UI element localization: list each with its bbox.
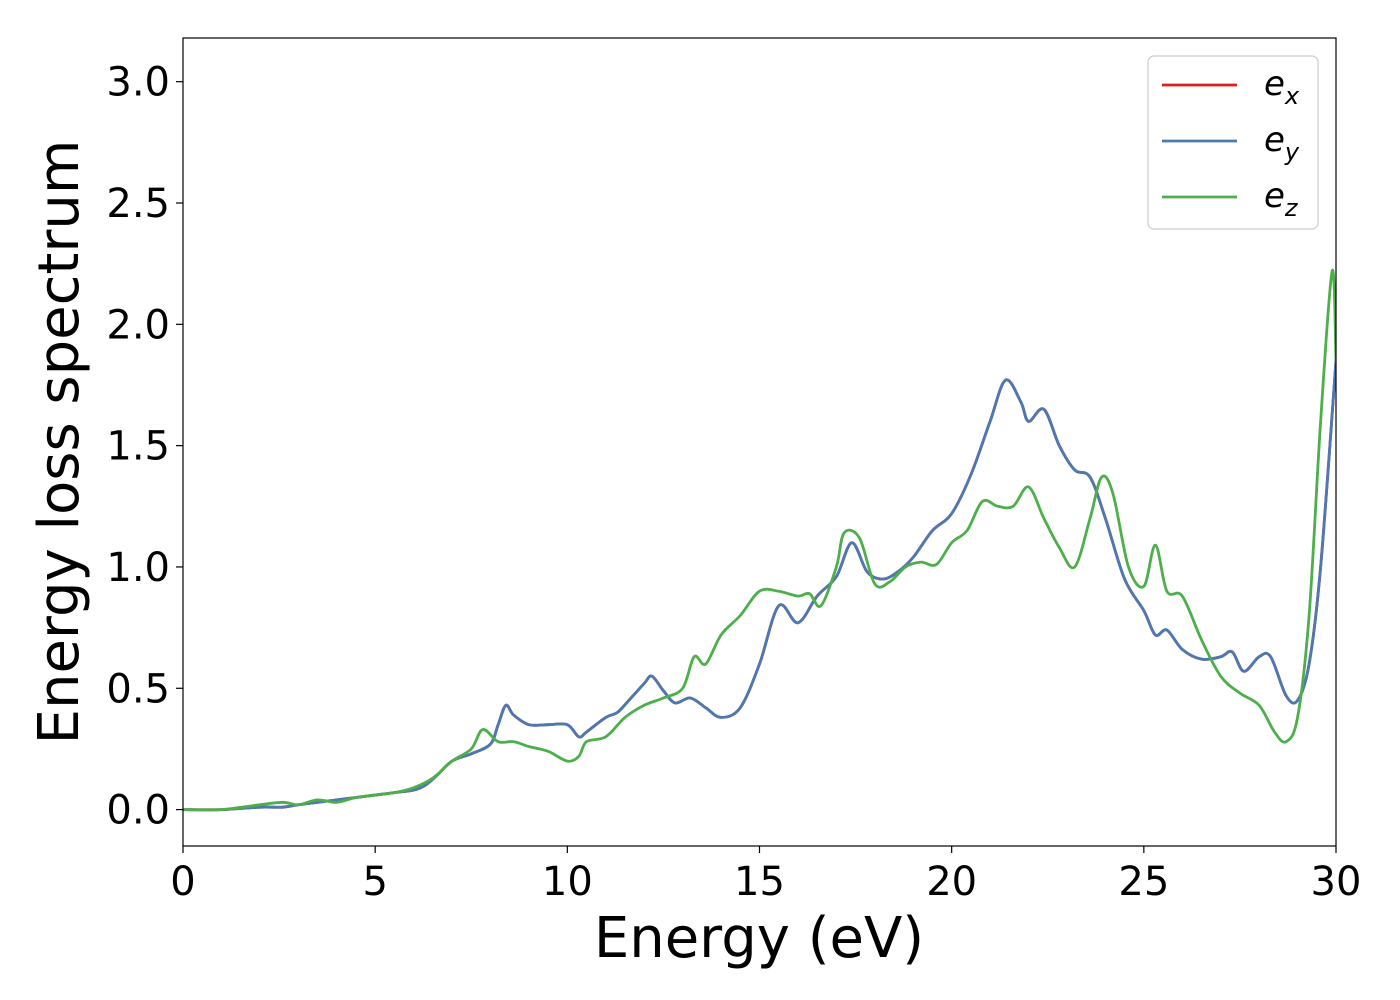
y-tick-label: 3.0 xyxy=(106,60,170,106)
x-tick-label: 5 xyxy=(362,859,387,905)
x-axis-label: Energy (eV) xyxy=(594,906,924,971)
series-line-ex xyxy=(183,360,1336,812)
x-tick-label: 25 xyxy=(1118,859,1169,905)
y-tick-label: 0.0 xyxy=(106,788,170,834)
series-line-ey xyxy=(183,360,1336,812)
x-tick-label: 15 xyxy=(734,859,785,905)
x-tick-label: 0 xyxy=(170,859,195,905)
y-axis-ticks: 0.0 0.5 1.0 1.5 2.0 2.5 3.0 xyxy=(106,60,183,834)
series-line-ez xyxy=(183,269,1336,812)
legend-frame xyxy=(1147,55,1319,230)
x-tick-label: 10 xyxy=(542,859,593,905)
y-tick-label: 1.5 xyxy=(106,424,170,470)
y-axis-label: Energy loss spectrum xyxy=(27,140,92,745)
y-tick-label: 2.0 xyxy=(106,302,170,348)
y-tick-label: 0.5 xyxy=(106,666,170,712)
x-axis-ticks: 0 5 10 15 20 25 30 xyxy=(170,846,1361,905)
y-tick-label: 2.5 xyxy=(106,181,170,227)
series-layer xyxy=(183,269,1336,812)
x-tick-label: 30 xyxy=(1311,859,1362,905)
y-tick-label: 1.0 xyxy=(106,545,170,591)
x-tick-label: 20 xyxy=(926,859,977,905)
